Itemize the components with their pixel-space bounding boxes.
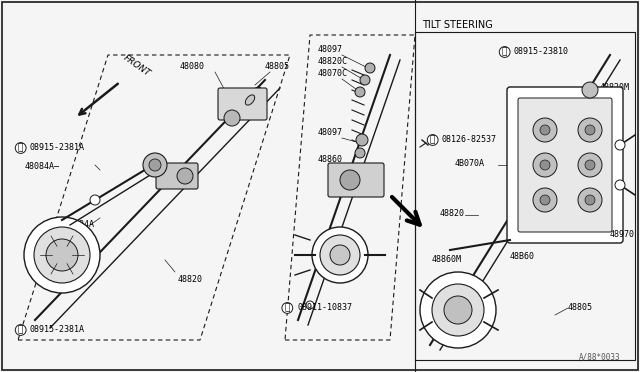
Circle shape: [330, 245, 350, 265]
FancyBboxPatch shape: [518, 98, 612, 232]
Text: 48860: 48860: [318, 155, 343, 164]
Text: 48097: 48097: [318, 128, 343, 137]
Text: 48070C: 48070C: [318, 69, 348, 78]
Circle shape: [320, 235, 360, 275]
Circle shape: [533, 188, 557, 212]
Text: 08915-2381A: 08915-2381A: [30, 144, 85, 153]
Text: 08911-10837: 08911-10837: [298, 304, 353, 312]
Text: 48084A: 48084A: [65, 220, 95, 229]
Text: A/88*0033: A/88*0033: [579, 353, 620, 362]
Text: 48B60: 48B60: [510, 252, 535, 261]
Circle shape: [355, 148, 365, 158]
Text: Ⓜ: Ⓜ: [18, 326, 24, 334]
Text: 08915-2381A: 08915-2381A: [30, 326, 85, 334]
Circle shape: [540, 125, 550, 135]
Circle shape: [585, 125, 595, 135]
Text: 48080: 48080: [180, 62, 205, 71]
Circle shape: [312, 227, 368, 283]
Circle shape: [615, 180, 625, 190]
Circle shape: [540, 195, 550, 205]
Circle shape: [355, 87, 365, 97]
Circle shape: [578, 153, 602, 177]
Circle shape: [143, 153, 167, 177]
Text: Ⓜ: Ⓜ: [502, 48, 508, 57]
Text: 08915-23810: 08915-23810: [514, 48, 569, 57]
Text: 48805: 48805: [568, 304, 593, 312]
Text: Ⓑ: Ⓑ: [430, 135, 435, 144]
Circle shape: [177, 168, 193, 184]
Circle shape: [34, 227, 90, 283]
Text: 48820: 48820: [178, 275, 203, 284]
Circle shape: [224, 110, 240, 126]
FancyBboxPatch shape: [218, 88, 267, 120]
FancyBboxPatch shape: [507, 87, 623, 243]
Text: 48805: 48805: [265, 62, 290, 71]
Circle shape: [578, 188, 602, 212]
Circle shape: [585, 160, 595, 170]
Text: 48820C: 48820C: [318, 57, 348, 66]
Text: 08126-82537: 08126-82537: [442, 135, 497, 144]
Text: 48820M: 48820M: [600, 83, 630, 93]
Circle shape: [46, 239, 78, 271]
Circle shape: [340, 170, 360, 190]
Text: 48970: 48970: [610, 230, 635, 239]
Text: Ⓝ: Ⓝ: [285, 304, 290, 312]
Ellipse shape: [248, 87, 262, 103]
Circle shape: [420, 272, 496, 348]
Text: 48860M: 48860M: [432, 255, 462, 264]
Circle shape: [24, 217, 100, 293]
Circle shape: [533, 118, 557, 142]
FancyBboxPatch shape: [156, 163, 198, 189]
Circle shape: [444, 296, 472, 324]
Circle shape: [582, 82, 598, 98]
Circle shape: [306, 301, 314, 309]
Circle shape: [533, 153, 557, 177]
Text: 48084A—: 48084A—: [25, 162, 60, 171]
Text: 4B070A: 4B070A: [455, 158, 485, 167]
FancyBboxPatch shape: [328, 163, 384, 197]
Text: Ⓜ: Ⓜ: [18, 144, 24, 153]
Ellipse shape: [235, 102, 245, 114]
Text: 48820: 48820: [440, 208, 465, 218]
Text: FRONT: FRONT: [122, 53, 152, 78]
Circle shape: [432, 284, 484, 336]
Circle shape: [360, 75, 370, 85]
Ellipse shape: [245, 95, 255, 105]
Circle shape: [365, 63, 375, 73]
Circle shape: [149, 159, 161, 171]
Circle shape: [90, 195, 100, 205]
Text: 48097: 48097: [318, 45, 343, 54]
Circle shape: [615, 140, 625, 150]
Text: TILT STEERING: TILT STEERING: [422, 20, 493, 30]
Circle shape: [578, 118, 602, 142]
Circle shape: [540, 160, 550, 170]
Circle shape: [585, 195, 595, 205]
Circle shape: [356, 134, 368, 146]
